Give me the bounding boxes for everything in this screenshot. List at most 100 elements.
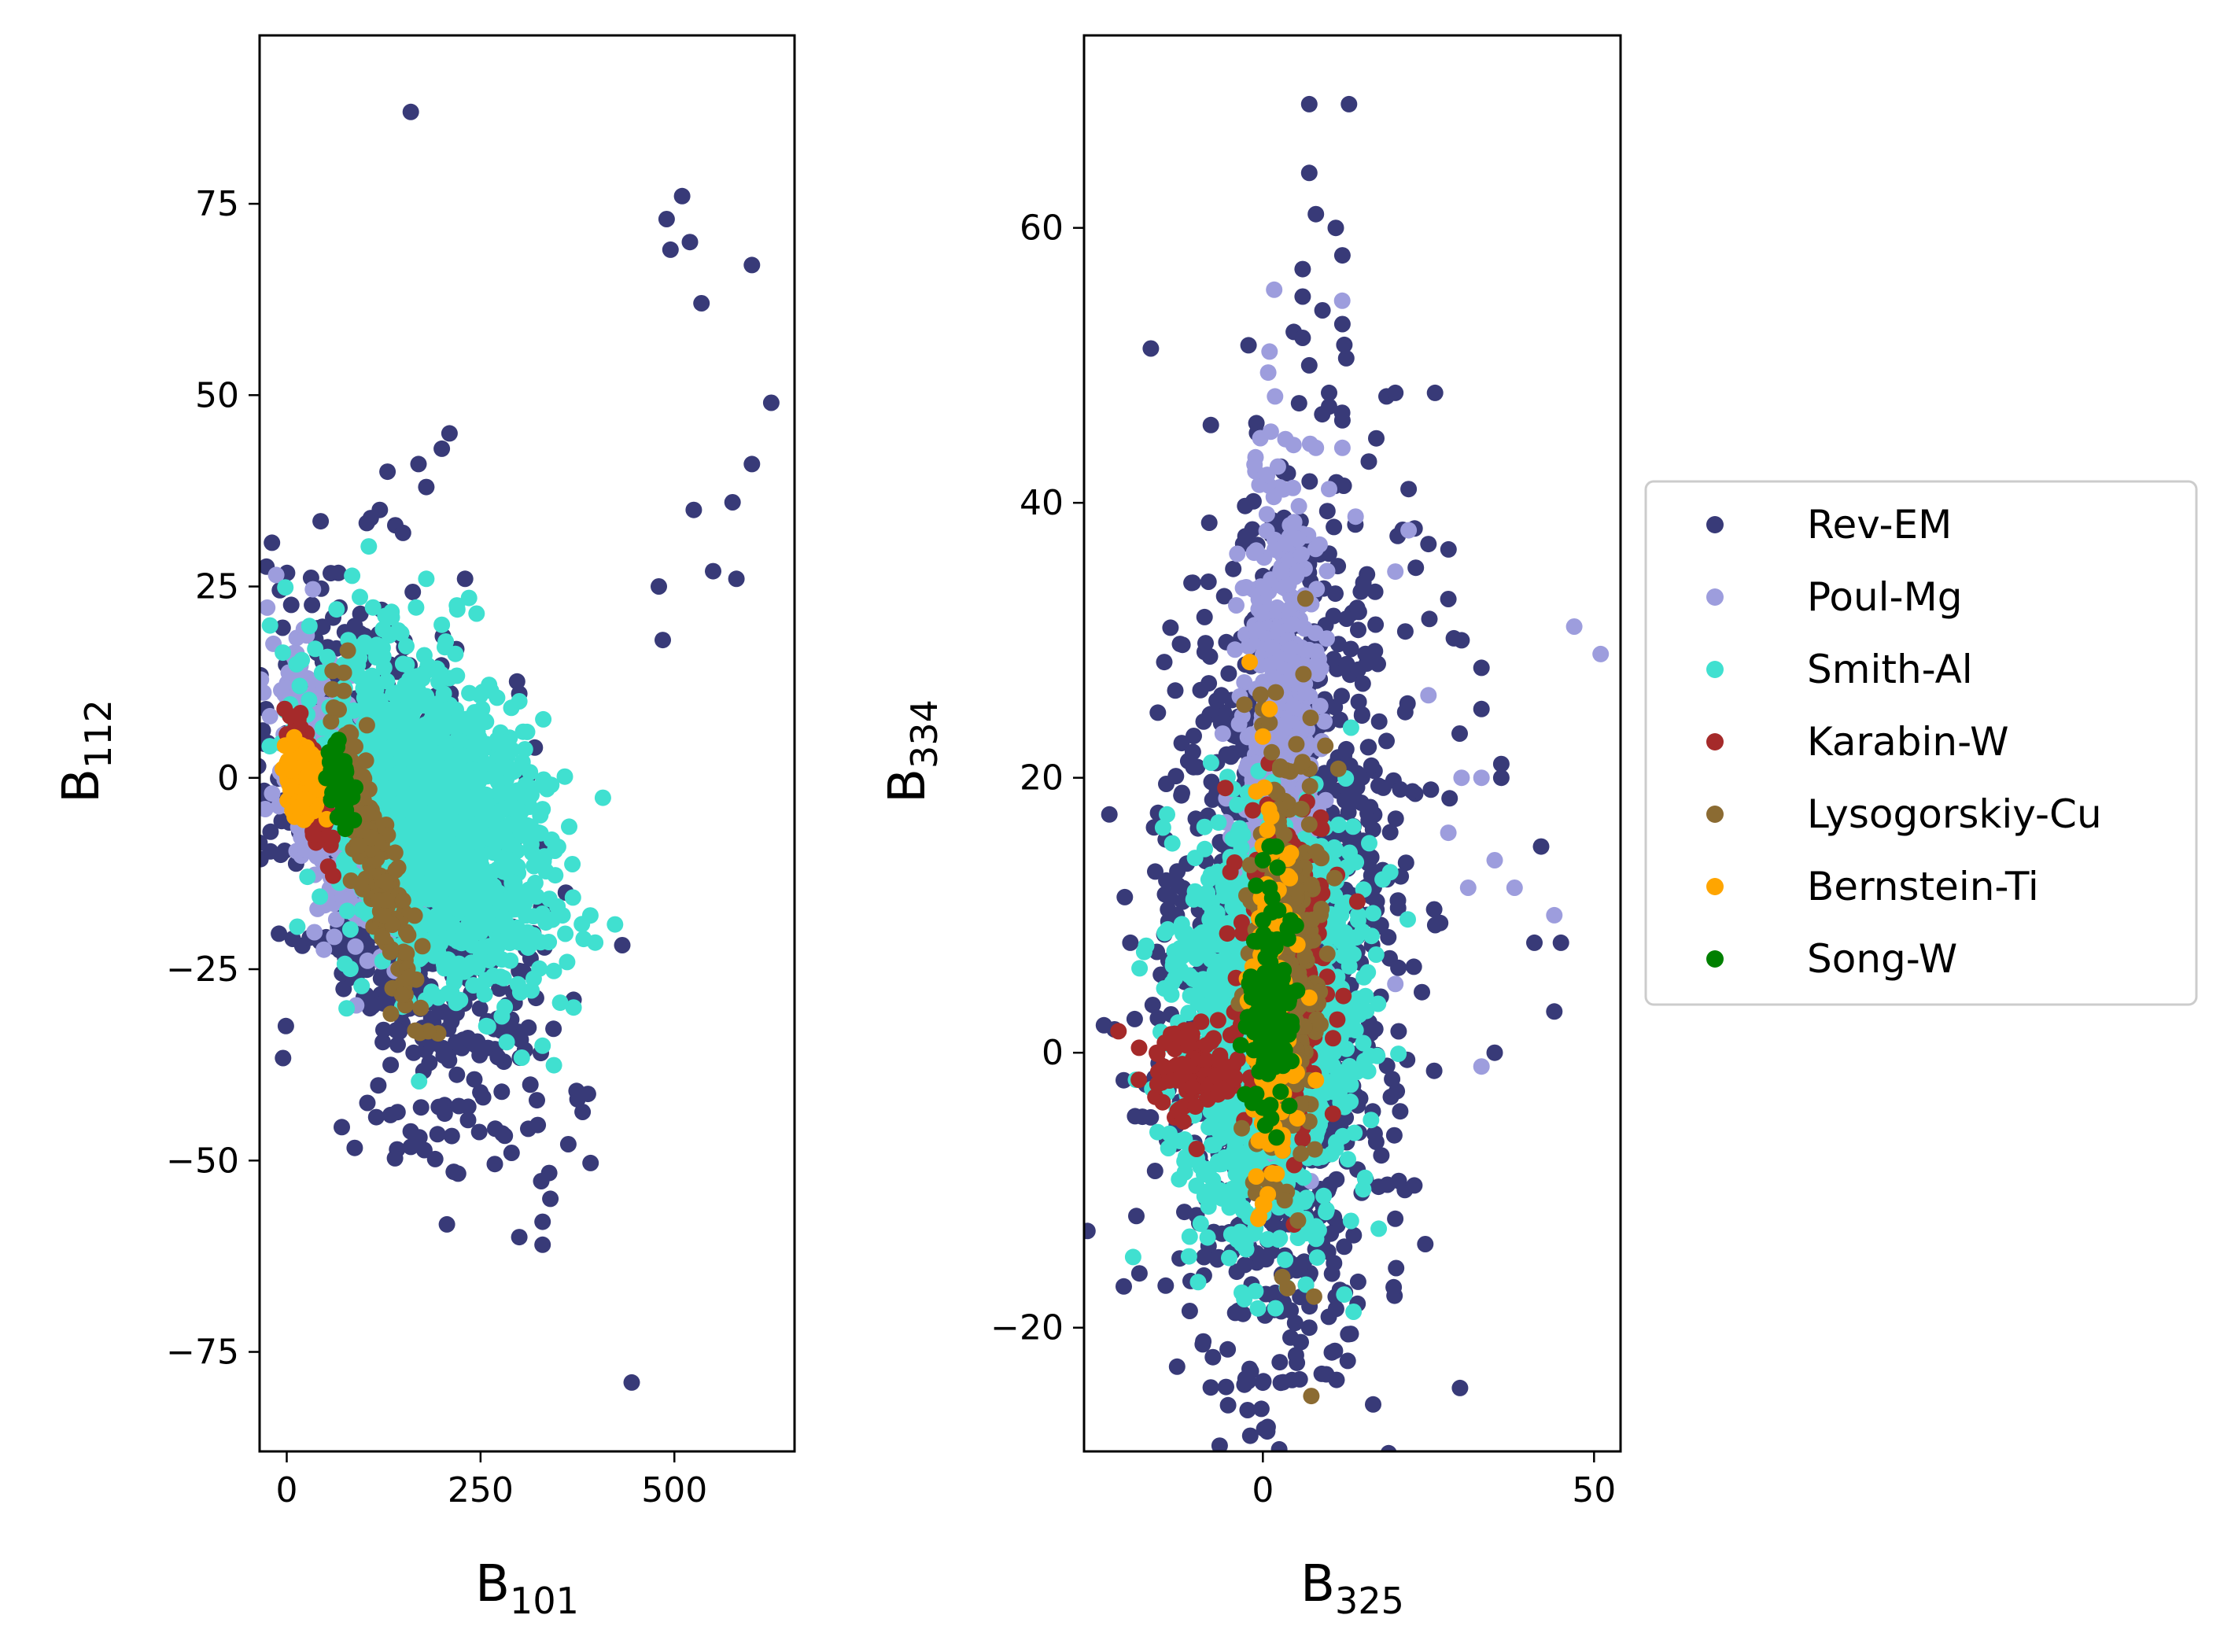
data-point xyxy=(275,644,292,662)
data-point xyxy=(564,889,581,906)
data-point xyxy=(1116,1278,1132,1295)
y-axis-title: B112 xyxy=(53,699,120,803)
data-point xyxy=(299,868,316,886)
data-point xyxy=(1396,703,1414,721)
data-point xyxy=(1226,641,1244,658)
data-point xyxy=(1451,725,1468,742)
data-point xyxy=(392,764,409,781)
data-point xyxy=(356,672,374,689)
data-point xyxy=(1396,623,1414,640)
data-point xyxy=(511,1229,528,1246)
data-point xyxy=(1142,340,1160,357)
data-point xyxy=(1390,959,1407,976)
data-point xyxy=(398,656,415,673)
data-point xyxy=(489,735,506,752)
data-point xyxy=(1367,616,1385,633)
data-point xyxy=(1370,655,1386,673)
data-point xyxy=(559,953,576,971)
data-point xyxy=(353,902,371,919)
data-point xyxy=(1365,1396,1381,1413)
data-point xyxy=(324,680,341,698)
data-point xyxy=(1390,1172,1407,1189)
data-point xyxy=(471,1046,489,1064)
plot-frame xyxy=(258,34,796,1453)
data-point xyxy=(447,645,464,662)
data-point xyxy=(301,618,318,635)
data-point xyxy=(1360,739,1377,756)
data-point xyxy=(464,937,481,954)
y-tick-label: 75 xyxy=(195,184,239,224)
data-point xyxy=(416,806,433,823)
data-point xyxy=(436,1105,453,1123)
data-point xyxy=(724,494,741,511)
data-point xyxy=(450,732,467,750)
data-point xyxy=(1158,776,1175,792)
data-point xyxy=(1231,1452,1248,1469)
data-point xyxy=(407,599,425,616)
data-point xyxy=(1204,791,1221,808)
data-point xyxy=(441,914,458,931)
data-point xyxy=(1291,1370,1308,1388)
data-point xyxy=(474,1089,492,1106)
data-point xyxy=(364,599,382,616)
data-point xyxy=(1385,1278,1403,1296)
data-point xyxy=(1185,758,1202,776)
data-point xyxy=(1380,1444,1397,1451)
data-point xyxy=(503,1145,520,1161)
data-point xyxy=(1387,810,1404,828)
data-point xyxy=(500,784,517,802)
data-point xyxy=(352,605,369,622)
data-point xyxy=(1252,430,1269,447)
data-point xyxy=(551,994,569,1012)
data-point xyxy=(288,655,305,673)
data-point xyxy=(387,861,404,879)
data-point xyxy=(1363,757,1380,774)
data-point xyxy=(441,425,458,442)
data-point xyxy=(393,625,410,642)
data-point xyxy=(1337,740,1355,758)
data-point xyxy=(410,455,427,473)
data-point xyxy=(502,952,519,969)
data-point xyxy=(444,764,461,781)
data-point xyxy=(478,972,495,989)
data-point xyxy=(470,729,488,747)
data-point xyxy=(398,945,415,962)
data-point xyxy=(1294,288,1311,305)
data-point xyxy=(1197,635,1214,652)
data-point xyxy=(404,785,422,802)
data-point xyxy=(1374,779,1392,796)
data-point xyxy=(1336,336,1353,353)
data-point xyxy=(529,1092,545,1109)
data-point xyxy=(432,728,449,746)
data-point xyxy=(347,738,363,755)
data-point xyxy=(353,977,371,994)
data-point xyxy=(545,1056,562,1074)
data-point xyxy=(382,1056,400,1074)
data-point xyxy=(1390,1023,1407,1040)
data-point xyxy=(1314,302,1331,319)
data-point xyxy=(325,699,342,716)
data-point xyxy=(389,1036,406,1053)
data-point xyxy=(262,823,279,840)
data-point xyxy=(522,835,540,853)
data-point xyxy=(1225,560,1242,577)
data-point xyxy=(1333,411,1351,429)
data-point xyxy=(476,986,493,1003)
data-point xyxy=(1245,492,1262,510)
data-point xyxy=(1270,1440,1288,1451)
data-point xyxy=(1366,643,1384,660)
data-point xyxy=(282,778,299,795)
data-point xyxy=(1173,735,1190,752)
data-point xyxy=(394,892,411,909)
data-point xyxy=(554,907,571,924)
data-point xyxy=(1234,1305,1252,1322)
data-point xyxy=(1327,585,1344,603)
data-point xyxy=(506,762,523,780)
data-point xyxy=(1128,1208,1145,1225)
data-point xyxy=(511,922,527,939)
data-point xyxy=(457,856,474,873)
data-point xyxy=(1290,395,1307,412)
data-point xyxy=(681,234,699,251)
data-point xyxy=(1146,1163,1163,1179)
data-point xyxy=(1230,715,1248,732)
